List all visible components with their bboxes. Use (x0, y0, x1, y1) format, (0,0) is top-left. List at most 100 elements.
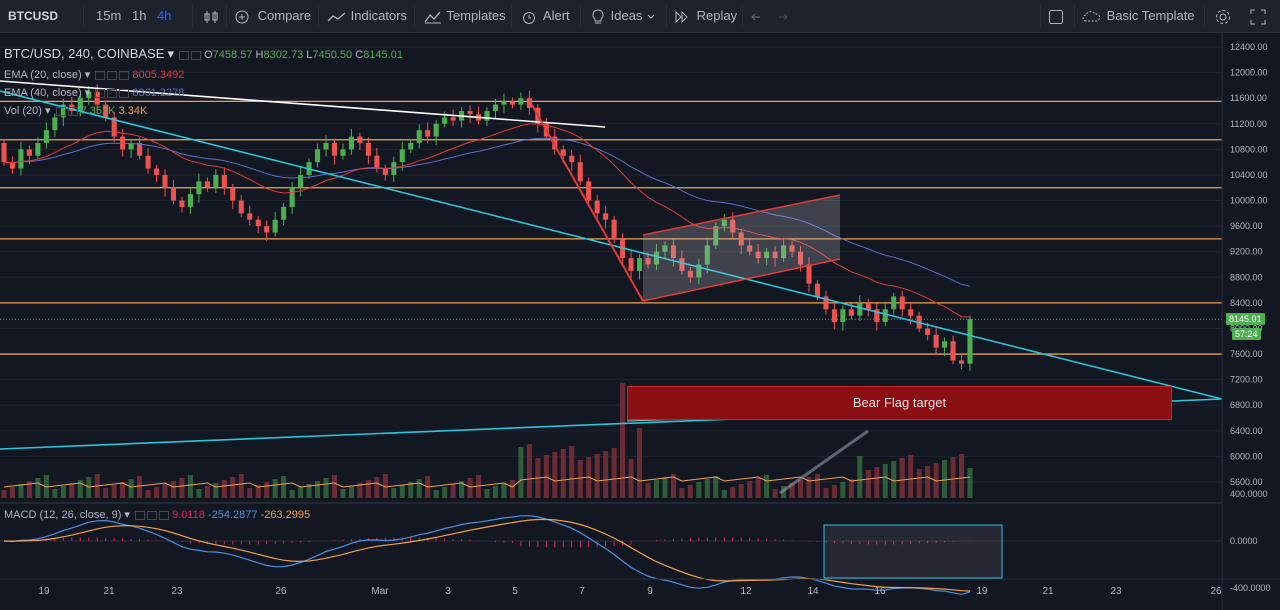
candle-body (314, 149, 321, 163)
candle-body (687, 270, 693, 278)
candle-body (1, 142, 7, 163)
ema20-line (3, 123, 971, 318)
price-tick-label: 11200.00 (1230, 119, 1267, 129)
candle-body (26, 149, 32, 156)
ema20-label[interactable]: EMA (20, close) (4, 69, 82, 81)
bear-flag-target-box[interactable]: Bear Flag target (627, 386, 1172, 420)
macd-value-1: 9.0118 (172, 509, 205, 521)
volume-bar (170, 481, 177, 498)
volume-bar (298, 487, 304, 498)
volume-bar (408, 482, 414, 498)
fullscreen-toggle[interactable] (1048, 0, 1064, 32)
candle-body (857, 302, 863, 316)
chart-type-button[interactable] (203, 0, 219, 32)
price-tick-label: 6800.00 (1230, 400, 1263, 410)
eye-icon[interactable] (95, 70, 106, 80)
volume-bar (662, 477, 668, 498)
replay-button[interactable]: Replay (673, 0, 737, 32)
candle-body (755, 251, 761, 259)
candle-body (679, 258, 685, 271)
templates-button[interactable]: Templates (423, 0, 506, 32)
candle-body (958, 360, 965, 364)
macd-legend: MACD (12, 26, close, 9) ▾ 9.0118 -254.28… (4, 509, 311, 521)
candle-body (806, 264, 812, 284)
replay-label: Replay (696, 8, 738, 23)
volume-bar (255, 485, 261, 498)
ideas-button[interactable]: Ideas (589, 0, 656, 32)
close-icon[interactable] (119, 88, 130, 98)
expand-button[interactable] (1250, 0, 1266, 32)
countdown-tag: 57:24 (1232, 328, 1261, 340)
flag-pole (531, 104, 644, 302)
interval-4h[interactable]: 4h (157, 8, 172, 23)
settings-button[interactable] (1214, 0, 1232, 32)
price-chart[interactable]: 12400.00 12000.00 11600.00 11200.00 10800.00… (0, 33, 1280, 610)
volume-bar (789, 483, 795, 498)
undo-button[interactable] (751, 0, 765, 32)
settings-icon[interactable] (107, 88, 118, 98)
candle-body (153, 168, 160, 175)
volume-label[interactable]: Vol (20) (4, 105, 42, 117)
eye-icon[interactable] (179, 50, 190, 60)
symbol-search[interactable]: BTCUSD (8, 9, 58, 23)
alert-button[interactable]: Alert (520, 0, 570, 32)
cloud-icon (1082, 10, 1101, 22)
candle-body (467, 110, 473, 115)
close-icon[interactable] (119, 70, 130, 80)
volume-bar (399, 485, 405, 498)
macd-label[interactable]: MACD (12, 26, close, 9) (4, 509, 122, 521)
volume-bar (848, 479, 854, 498)
price-tick-label: 12000.00 (1230, 68, 1268, 78)
candle-body (696, 264, 702, 278)
candle-body (416, 130, 422, 143)
volume-bar (247, 488, 253, 498)
redo-button[interactable] (774, 0, 788, 32)
chevron-down-icon (647, 14, 655, 19)
ema-lines (3, 123, 971, 318)
volume-bar (179, 478, 185, 498)
candle-body (162, 174, 168, 188)
volume-bar (289, 490, 295, 498)
volume-bar (77, 480, 83, 498)
volume-bar (958, 454, 965, 498)
settings-icon[interactable] (67, 106, 78, 116)
settings-icon[interactable] (147, 510, 158, 520)
open-label: O (204, 49, 213, 61)
candle-body (730, 219, 736, 233)
ema40-value: 8361.2278 (132, 87, 185, 99)
indicators-button[interactable]: Indicators (327, 0, 407, 32)
volume-bar (52, 489, 58, 498)
ideas-label: Ideas (610, 8, 643, 23)
settings-icon[interactable] (107, 70, 118, 80)
volume-bar (145, 490, 151, 498)
template-menu[interactable]: Basic Template (1081, 0, 1195, 32)
interval-1h[interactable]: 1h (132, 8, 147, 23)
candle-body (69, 104, 75, 111)
divider (1040, 5, 1041, 27)
ema40-legend: EMA (40, close) ▾ 8361.2278 (4, 87, 185, 99)
eye-icon[interactable] (95, 88, 106, 98)
volume-bar (891, 461, 897, 498)
divider (318, 5, 319, 27)
candle-body (442, 117, 448, 124)
candle-body (942, 341, 948, 348)
eye-icon[interactable] (55, 106, 66, 116)
candle-body (298, 174, 304, 188)
ema40-label[interactable]: EMA (40, close) (4, 87, 82, 99)
volume-bar (942, 460, 948, 498)
settings-icon[interactable] (191, 50, 202, 60)
compare-button[interactable]: Compare (234, 0, 311, 32)
volume-ma-line (3, 476, 971, 488)
price-tick-label: 8400.00 (1230, 298, 1263, 308)
candle-body (77, 98, 83, 111)
candle-body (86, 91, 92, 99)
chevron-down-icon[interactable]: ▾ (167, 46, 174, 61)
volume-bar (611, 448, 617, 498)
eye-icon[interactable] (135, 510, 146, 520)
close-icon[interactable] (159, 510, 170, 520)
candle-body (9, 162, 16, 169)
interval-15m[interactable]: 15m (96, 8, 122, 23)
volume-bar (874, 467, 880, 498)
symbol-title[interactable]: BTC/USD, 240, COINBASE (4, 46, 165, 61)
templates-icon (424, 11, 441, 24)
